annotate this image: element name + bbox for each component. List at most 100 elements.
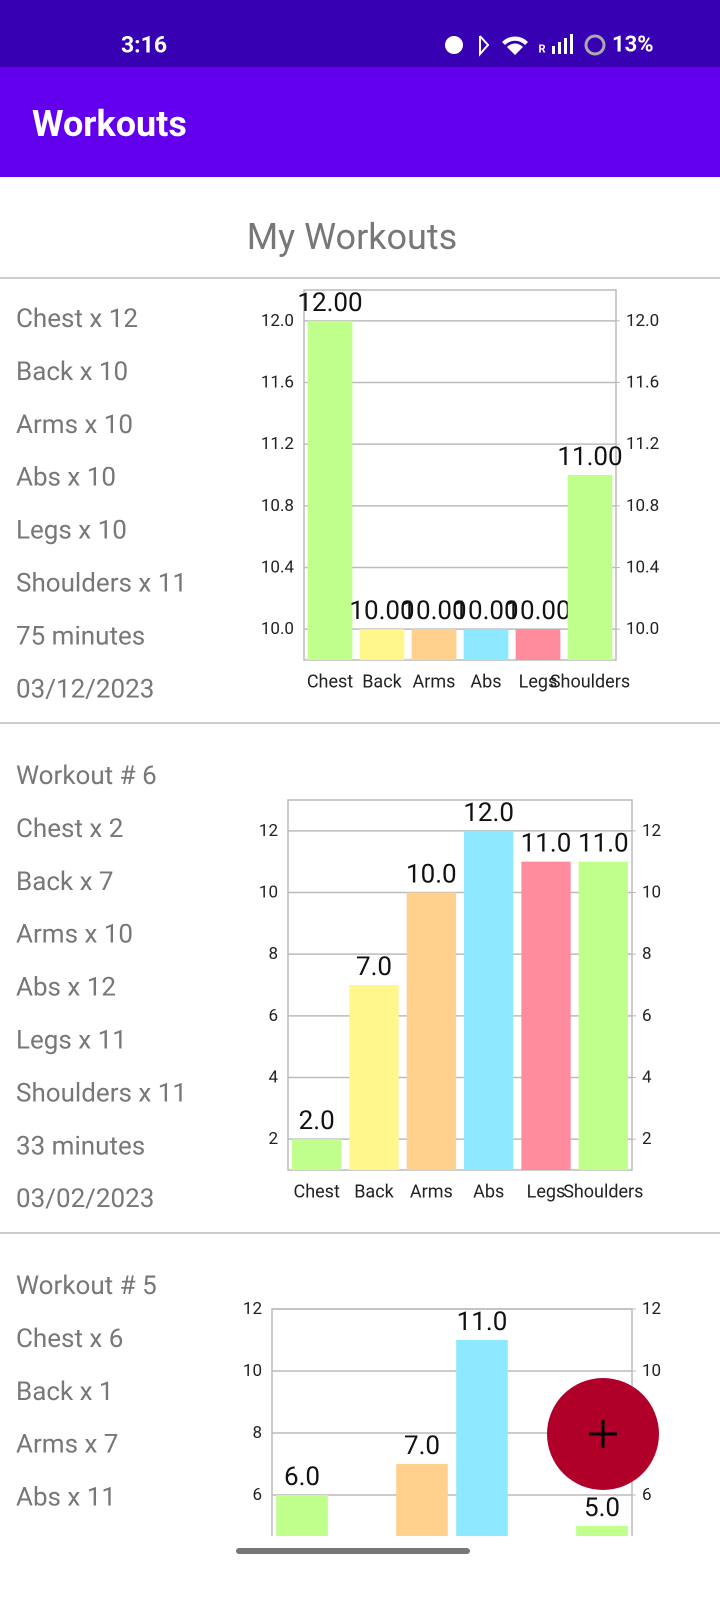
y-tick-label: 8 — [252, 1423, 262, 1443]
workout-line: Arms x 10 — [16, 920, 133, 950]
status-icons — [445, 34, 606, 57]
y2-tick-label: 12.0 — [626, 311, 659, 331]
bar — [359, 629, 405, 660]
status-bar — [0, 0, 720, 67]
plot-frame — [287, 799, 633, 1171]
y2-tick-label: 8 — [642, 944, 652, 964]
status-time: 3:16 — [121, 32, 167, 59]
value-label: 11.0 — [521, 829, 572, 859]
y-tick-label: 12.0 — [261, 311, 294, 331]
workout-line: 33 minutes — [16, 1131, 145, 1161]
workout-line: 03/12/2023 — [16, 674, 154, 704]
workout-line: Chest x 12 — [16, 304, 138, 334]
y2-tick-label: 10 — [642, 1361, 661, 1381]
value-label: 10.0 — [406, 860, 457, 890]
chart: 6810126810126.07.011.05.0 — [243, 1299, 661, 1536]
y2-tick-label: 12 — [642, 821, 661, 841]
bar — [456, 1340, 508, 1536]
value-label: 10.00 — [349, 596, 414, 626]
bar — [349, 985, 399, 1170]
y-tick-label: 12 — [243, 1299, 262, 1319]
bar — [578, 861, 628, 1170]
bar — [276, 1495, 328, 1536]
bar — [292, 1139, 342, 1170]
workout-line: Abs x 12 — [16, 973, 116, 1003]
app-bar — [0, 67, 720, 177]
value-label: 6.0 — [284, 1462, 320, 1492]
value-label: 7.0 — [356, 952, 392, 982]
header-title: My Workouts — [247, 216, 458, 258]
y-tick-label: 11.2 — [261, 434, 294, 454]
workout-line: Arms x 10 — [16, 410, 133, 440]
bar — [576, 1526, 628, 1536]
workout-line: Legs x 11 — [16, 1026, 127, 1056]
chart: 2 4 6 8 10 12 2 4 6 8 10 12 Chest 2.0 Back 7.0 Arms 10.0 A… — [259, 798, 661, 1203]
workout-line: Workout # 5 — [16, 1271, 157, 1301]
bar — [567, 475, 613, 660]
workout-line: 75 minutes — [16, 621, 145, 651]
bar — [463, 629, 509, 660]
x-tick-label: Chest — [293, 1182, 339, 1203]
value-label: 12.0 — [463, 798, 514, 828]
y2-tick-label: 11.6 — [626, 373, 659, 393]
x-tick-label: Arms — [413, 672, 456, 693]
y-tick-label: 8 — [268, 944, 278, 964]
add-button[interactable] — [547, 1378, 659, 1490]
workout-line: Back x 7 — [16, 867, 114, 897]
bar — [406, 892, 456, 1170]
y2-tick-label: 4 — [642, 1068, 652, 1088]
workout-line: Legs x 10 — [16, 516, 127, 546]
workout-line: Back x 1 — [16, 1377, 114, 1407]
x-tick-label: Legs — [527, 1182, 566, 1203]
status-network: R — [538, 43, 545, 56]
y-tick-label: 10.8 — [261, 496, 294, 516]
bar — [464, 830, 514, 1170]
x-tick-label: Shoulders — [550, 672, 630, 693]
workout-line: 03/02/2023 — [16, 1184, 154, 1214]
bar — [411, 629, 457, 660]
x-tick-label: Legs — [519, 672, 558, 693]
y2-tick-label: 10 — [642, 883, 661, 903]
fab-plus[interactable] — [589, 1420, 617, 1448]
y-tick-label: 10.0 — [261, 619, 294, 639]
x-tick-label: Abs — [473, 1182, 504, 1203]
workout-line: Shoulders x 11 — [16, 1078, 187, 1108]
y-tick-label: 11.6 — [261, 373, 294, 393]
x-tick-label: Back — [354, 1182, 394, 1203]
value-label: 10.00 — [401, 596, 466, 626]
workout-line: Back x 10 — [16, 357, 128, 387]
value-label: 2.0 — [299, 1106, 335, 1136]
bar — [515, 629, 561, 660]
bar — [307, 320, 353, 660]
y-tick-label: 4 — [268, 1068, 278, 1088]
y-tick-label: 6 — [268, 1006, 278, 1026]
value-label: 11.00 — [557, 442, 622, 472]
y2-tick-label: 6 — [642, 1485, 652, 1505]
workout-line: Abs x 10 — [16, 463, 116, 493]
workout-line: Chest x 2 — [16, 814, 123, 844]
y-tick-label: 10 — [243, 1361, 262, 1381]
value-label: 5.0 — [584, 1493, 620, 1523]
value-label: 7.0 — [404, 1431, 440, 1461]
y-tick-label: 10 — [259, 883, 278, 903]
workout-line: Arms x 7 — [16, 1430, 118, 1460]
y2-tick-label: 10.4 — [626, 558, 660, 578]
y2-tick-label: 11.2 — [626, 434, 659, 454]
x-tick-label: Arms — [410, 1182, 453, 1203]
bar — [396, 1464, 448, 1536]
y2-tick-label: 10.0 — [626, 619, 659, 639]
plot-frame — [303, 289, 617, 661]
app-bar-title: Workouts — [32, 103, 187, 145]
value-label: 10.00 — [453, 596, 518, 626]
workout-line: Chest x 6 — [16, 1324, 123, 1354]
value-label: 12.00 — [297, 288, 362, 318]
y-tick-label: 12 — [259, 821, 278, 841]
value-label: 11.0 — [457, 1307, 508, 1337]
chart: 10.0 10.4 10.8 11.2 11.6 12.0 10.0 10.4 10.8 11.2… — [261, 288, 660, 693]
bar — [521, 861, 571, 1170]
workout-line: Workout # 6 — [16, 761, 157, 791]
status-battery: 13% — [612, 33, 654, 58]
y2-tick-label: 10.8 — [626, 496, 659, 516]
